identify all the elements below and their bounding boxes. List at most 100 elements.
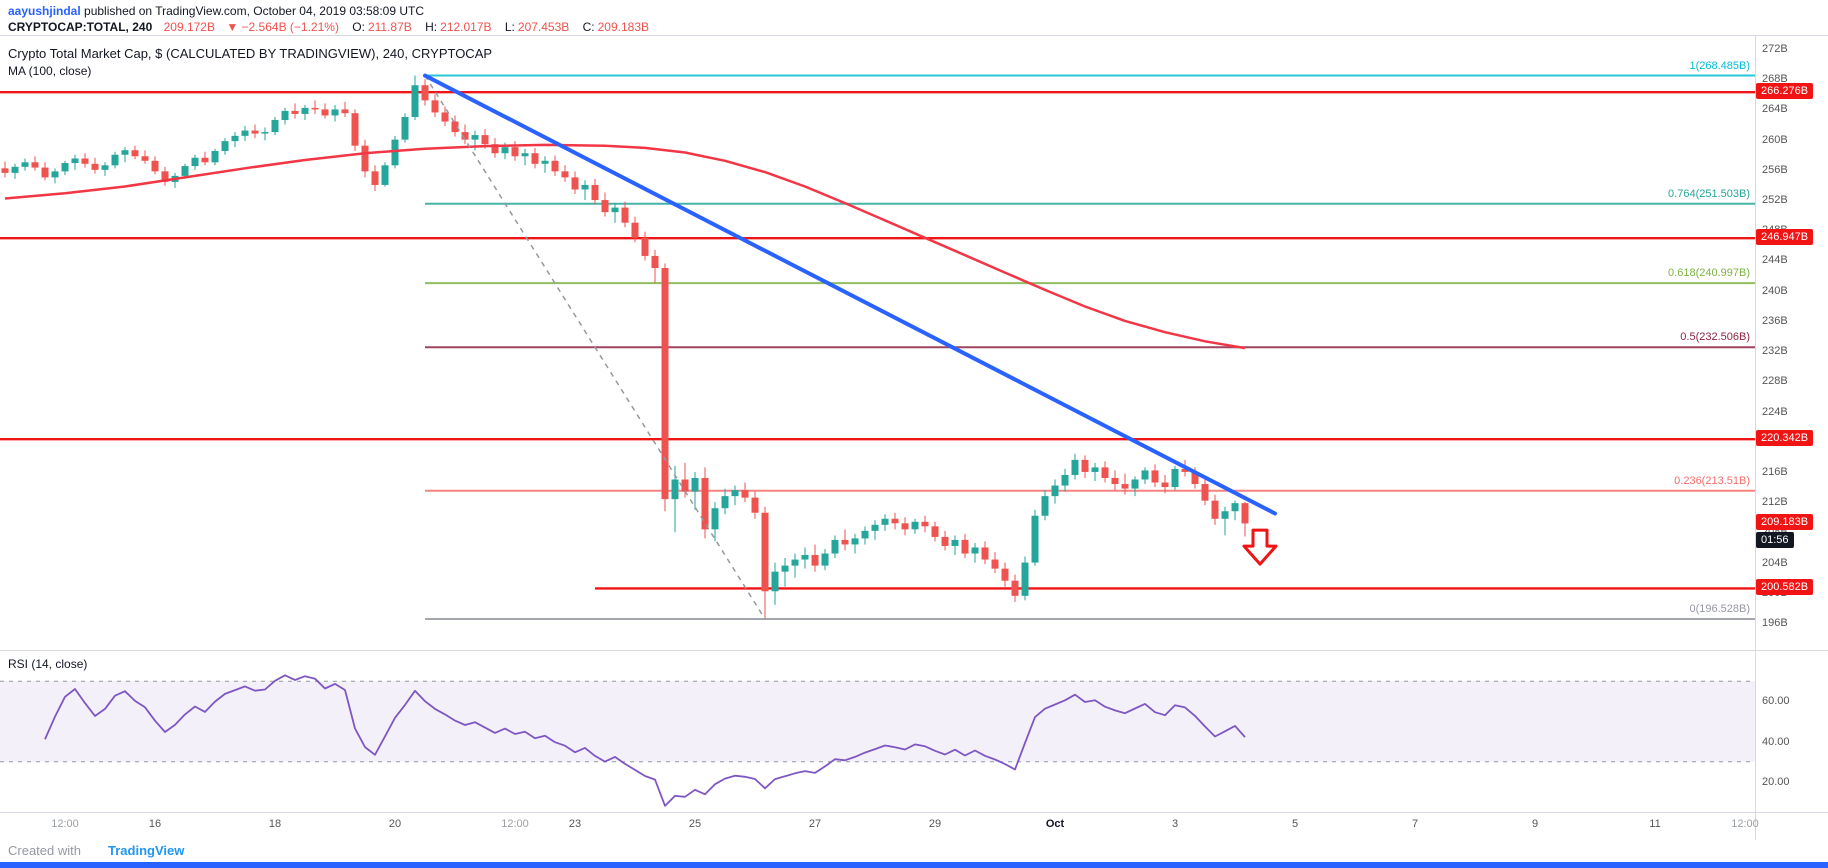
low-label: L: xyxy=(504,20,515,34)
candle-body xyxy=(481,135,489,145)
candle-body xyxy=(521,153,529,157)
candle-body xyxy=(501,147,509,154)
candle-body xyxy=(1011,580,1019,596)
time-axis-label: 3 xyxy=(1171,818,1179,830)
candle-body xyxy=(881,518,889,525)
candle xyxy=(31,156,39,171)
rsi-indicator-label[interactable]: RSI (14, close) xyxy=(8,657,88,671)
author-link[interactable]: aayushjindal xyxy=(8,4,81,18)
candle-body xyxy=(1191,471,1199,485)
time-axis-label: 23 xyxy=(568,818,582,830)
candle-body xyxy=(431,100,439,113)
candle-body xyxy=(961,539,969,554)
candle-body xyxy=(981,547,989,560)
candle xyxy=(1111,470,1119,491)
candle-body xyxy=(1101,467,1109,478)
price-level-badge: 246.947B xyxy=(1756,229,1814,245)
candle xyxy=(871,520,879,540)
price-level-badge: 200.582B xyxy=(1756,579,1814,595)
candle xyxy=(581,180,589,201)
candle xyxy=(21,158,29,171)
candle xyxy=(761,506,769,620)
candle xyxy=(1091,462,1099,482)
candle xyxy=(451,115,459,137)
candle-body xyxy=(1051,485,1059,497)
candle-body xyxy=(541,160,549,164)
candle-body xyxy=(1081,459,1089,472)
candle-body xyxy=(91,163,99,170)
candle xyxy=(551,155,559,176)
candle xyxy=(911,518,919,534)
candle-body xyxy=(571,177,579,190)
header-change: ▼ −2.564B (−1.21%) xyxy=(226,20,339,34)
close-label: C: xyxy=(582,20,595,34)
symbol-title[interactable]: CRYPTOCAP:TOTAL, 240 xyxy=(8,20,153,34)
candle-body xyxy=(231,135,239,142)
candle-body xyxy=(51,171,59,178)
fib-trend-connector[interactable] xyxy=(424,75,766,620)
candle xyxy=(801,547,809,569)
candle-body xyxy=(1121,484,1129,489)
candle-body xyxy=(551,160,559,172)
down-arrow-marker[interactable] xyxy=(1242,528,1278,566)
fib-level-label: 0.236(213.51B) xyxy=(1674,475,1750,487)
candle-body xyxy=(471,135,479,140)
candle-body xyxy=(1031,515,1039,563)
candle xyxy=(431,94,439,117)
fib-level-label: 0.764(251.503B) xyxy=(1668,188,1750,200)
candle-body xyxy=(921,521,929,527)
close-value: 209.183B xyxy=(597,20,650,34)
candle-body xyxy=(611,207,619,213)
candle-body xyxy=(671,479,679,500)
candle xyxy=(61,160,69,176)
time-axis-label: 16 xyxy=(148,818,162,830)
candle xyxy=(671,465,679,533)
descending-trendline[interactable] xyxy=(423,73,1277,516)
candle xyxy=(901,517,909,536)
ma-100-line[interactable] xyxy=(4,143,1246,350)
time-axis-label: Oct xyxy=(1045,818,1065,830)
time-axis[interactable] xyxy=(0,812,1755,840)
open-value: 211.87B xyxy=(367,20,412,34)
symbol-ohlc-row: CRYPTOCAP:TOTAL, 240 209.172B ▼ −2.564B … xyxy=(8,20,649,34)
candle xyxy=(611,203,619,223)
candle-body xyxy=(1,168,9,173)
candle-body xyxy=(911,521,919,530)
tradingview-link[interactable]: TradingView xyxy=(108,843,185,858)
candle-body xyxy=(291,110,299,114)
candle xyxy=(831,535,839,559)
candle-body xyxy=(1231,503,1239,512)
time-axis-label: 25 xyxy=(688,818,702,830)
candle-body xyxy=(581,184,589,190)
candle-body xyxy=(1041,496,1049,516)
candle xyxy=(561,165,569,182)
candle xyxy=(721,488,729,515)
candle xyxy=(81,153,89,168)
candle xyxy=(441,106,449,127)
candle xyxy=(101,162,109,176)
candle xyxy=(571,171,579,195)
price-level-badge: 266.276B xyxy=(1756,83,1814,99)
candle-body xyxy=(641,237,649,256)
candle-body xyxy=(371,171,379,185)
published-text: published on TradingView.com, October 04… xyxy=(80,4,425,18)
candle xyxy=(1041,490,1049,521)
candle-body xyxy=(181,166,189,176)
footer: Created with TradingView xyxy=(0,840,1828,862)
chart-title[interactable]: Crypto Total Market Cap, $ (CALCULATED B… xyxy=(8,46,493,61)
candle-body xyxy=(121,150,129,155)
candle xyxy=(1221,506,1229,536)
candle xyxy=(1021,556,1029,601)
candle-body xyxy=(71,158,79,164)
price-axis-label: 264B xyxy=(1762,103,1788,115)
price-axis-label: 204B xyxy=(1762,557,1788,569)
candle xyxy=(711,502,719,542)
candle-body xyxy=(271,119,279,133)
candle xyxy=(1101,461,1109,483)
candle-body xyxy=(841,539,849,545)
candle xyxy=(631,216,639,243)
ma-indicator-label[interactable]: MA (100, close) xyxy=(8,64,92,78)
candle-body xyxy=(41,167,49,178)
candle-body xyxy=(361,145,369,172)
price-axis[interactable] xyxy=(1755,35,1828,840)
